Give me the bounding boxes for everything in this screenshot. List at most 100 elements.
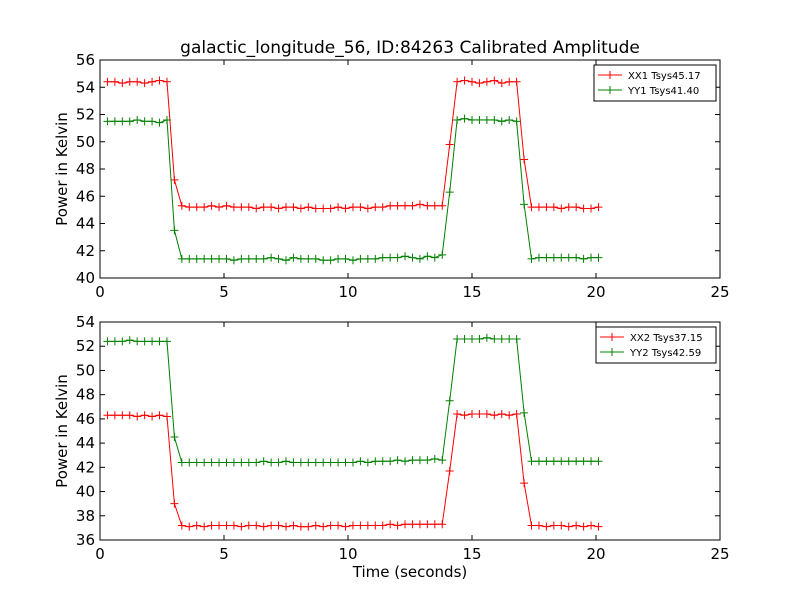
- data-point: [490, 411, 499, 420]
- data-point: [505, 115, 514, 124]
- data-point: [527, 521, 536, 530]
- data-point: [237, 458, 246, 467]
- data-point: [237, 203, 246, 212]
- data-point: [133, 412, 142, 421]
- data-point: [475, 410, 484, 419]
- data-point: [215, 254, 224, 263]
- data-point: [363, 204, 372, 213]
- data-point: [222, 458, 231, 467]
- plot-frame: [99, 321, 721, 541]
- data-point: [587, 521, 596, 530]
- data-point: [490, 115, 499, 124]
- data-point: [200, 254, 209, 263]
- data-point: [162, 77, 171, 86]
- data-point: [155, 76, 164, 85]
- data-point: [572, 457, 581, 466]
- data-point: [386, 520, 395, 529]
- data-point: [229, 203, 238, 212]
- data-point: [587, 457, 596, 466]
- data-point: [177, 201, 186, 210]
- data-point: [103, 337, 112, 346]
- data-point: [579, 204, 588, 213]
- data-point: [110, 337, 119, 346]
- x-tick-label: 20: [586, 283, 605, 301]
- data-point: [572, 203, 581, 212]
- data-point: [549, 521, 558, 530]
- data-point: [192, 254, 201, 263]
- data-point: [140, 337, 149, 346]
- y-tick-label: 48: [76, 160, 95, 178]
- data-point: [557, 204, 566, 213]
- y-axis-label: Power in Kelvin: [53, 374, 71, 488]
- data-point: [185, 254, 194, 263]
- y-tick-label: 44: [76, 215, 95, 233]
- data-point: [110, 117, 119, 126]
- data-point: [475, 79, 484, 88]
- data-point: [371, 254, 380, 263]
- data-point: [341, 254, 350, 263]
- data-point: [326, 204, 335, 213]
- y-tick-label: 46: [76, 187, 95, 205]
- data-point: [304, 522, 313, 531]
- data-point: [423, 252, 432, 261]
- data-point: [527, 203, 536, 212]
- data-point: [289, 458, 298, 467]
- x-tick-label: 25: [710, 283, 729, 301]
- data-point: [587, 204, 596, 213]
- data-point: [319, 204, 328, 213]
- data-point: [527, 254, 536, 263]
- data-point: [348, 521, 357, 530]
- data-point: [125, 336, 134, 345]
- y-tick-label: 40: [76, 269, 95, 287]
- data-point: [549, 457, 558, 466]
- data-point: [326, 521, 335, 530]
- data-point: [468, 77, 476, 86]
- data-point: [259, 254, 268, 263]
- data-point: [319, 458, 328, 467]
- data-point: [148, 117, 157, 126]
- data-point: [520, 200, 529, 209]
- data-point: [252, 521, 261, 530]
- data-point: [549, 203, 558, 212]
- data-point: [140, 79, 149, 88]
- data-point: [348, 458, 357, 467]
- data-point: [252, 254, 261, 263]
- data-point: [520, 408, 529, 417]
- data-point: [453, 410, 462, 419]
- data-point: [244, 458, 253, 467]
- data-point: [267, 458, 276, 467]
- data-point: [162, 337, 171, 346]
- data-point: [423, 456, 432, 465]
- y-tick-label: 50: [76, 361, 95, 379]
- data-point: [311, 458, 320, 467]
- data-point: [274, 254, 283, 263]
- data-point: [296, 254, 305, 263]
- data-point: [430, 201, 439, 210]
- data-point: [527, 457, 536, 466]
- data-point: [110, 411, 119, 420]
- data-point: [534, 203, 543, 212]
- data-point: [118, 117, 127, 126]
- data-point: [393, 253, 402, 262]
- data-point: [237, 254, 246, 263]
- data-point: [222, 201, 231, 210]
- data-point: [401, 252, 410, 261]
- data-point: [594, 457, 603, 466]
- data-point: [534, 253, 543, 262]
- data-point: [185, 522, 194, 531]
- data-point: [244, 254, 253, 263]
- data-point: [229, 521, 238, 530]
- top-subplot: 0 5 10 15 20 25 40 42 44 46 48 50 52 54 56 Power in Kel…: [53, 51, 730, 301]
- data-point: [192, 458, 201, 467]
- data-point: [252, 204, 261, 213]
- data-point: [118, 337, 127, 346]
- data-point: [341, 204, 350, 213]
- data-point: [348, 256, 357, 265]
- x-tick-label: 5: [219, 545, 229, 563]
- y-tick-label: 42: [76, 458, 95, 476]
- data-point: [103, 117, 112, 126]
- data-point: [274, 204, 283, 213]
- data-point: [207, 521, 216, 530]
- data-point: [430, 253, 439, 262]
